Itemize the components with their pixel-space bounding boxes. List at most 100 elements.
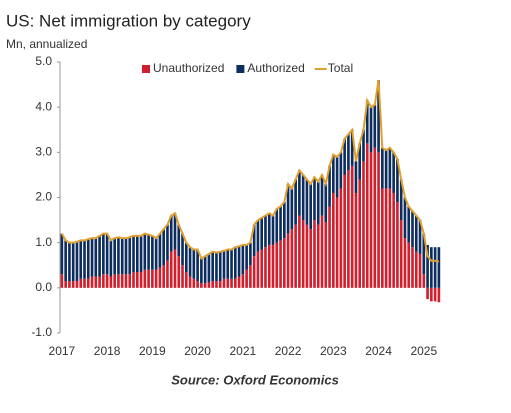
bar-segment <box>350 165 354 288</box>
bar-segment <box>275 242 279 288</box>
bar-segment <box>373 147 377 288</box>
bar-segment <box>113 238 116 275</box>
bar-segment <box>301 174 305 221</box>
bar-segment <box>230 249 233 279</box>
bar-segment <box>135 235 139 273</box>
bar-segment <box>68 281 71 288</box>
bar-segment <box>433 287 437 302</box>
bar-segment <box>377 152 380 288</box>
y-tick-label: 1.0 <box>35 235 52 249</box>
bar-segment <box>343 138 346 175</box>
bar-segment <box>241 244 245 275</box>
bar-segment <box>369 107 373 153</box>
bar-segment <box>377 80 380 153</box>
legend-swatch <box>236 65 245 73</box>
bar-segment <box>222 278 226 288</box>
bar-segment <box>75 241 79 282</box>
bar-segment <box>403 197 407 239</box>
bar-segment <box>143 269 147 288</box>
x-tick-label: 2018 <box>94 344 121 358</box>
bar-segment <box>298 215 301 288</box>
bar-segment <box>282 238 286 288</box>
bar-segment <box>184 272 188 288</box>
bar-segment <box>135 272 139 288</box>
bar-segment <box>124 238 128 275</box>
bar-segment <box>407 242 411 288</box>
bar-segment <box>249 265 252 288</box>
bar-segment <box>79 240 83 279</box>
bar-segment <box>207 253 211 283</box>
bar-segment <box>294 224 297 288</box>
bar-segment <box>200 258 203 284</box>
bar-segment <box>200 283 203 288</box>
bar-segment <box>290 229 294 288</box>
bar-segment <box>169 215 173 252</box>
bar-segment <box>60 274 64 288</box>
bar-segment <box>320 174 324 216</box>
bar-segment <box>256 220 260 252</box>
bar-segment <box>120 274 124 288</box>
bar-segment <box>316 224 320 288</box>
bar-segment <box>64 240 67 282</box>
bar-segment <box>365 143 369 288</box>
bar-segment <box>196 281 199 288</box>
y-tick-label: 5.0 <box>35 54 52 68</box>
bar-segment <box>151 269 154 288</box>
bar-segment <box>86 239 90 279</box>
bar-segment <box>305 224 309 288</box>
bar-segment <box>151 235 154 270</box>
bar-segment <box>430 287 433 302</box>
bar-segment <box>166 260 169 288</box>
bar-segment <box>279 206 282 241</box>
bar-segment <box>211 281 215 288</box>
bar-segment <box>132 272 135 288</box>
bar-segment <box>222 250 226 279</box>
bar-segment <box>177 256 181 288</box>
bar-segment <box>252 224 256 257</box>
bar-segment <box>343 174 346 288</box>
bar-segment <box>124 274 128 288</box>
bar-segment <box>339 152 343 189</box>
bar-segment <box>60 233 64 275</box>
bar-segment <box>181 265 184 288</box>
bar-segment <box>68 242 71 282</box>
bar-segment <box>332 192 335 288</box>
source-note: Source: Oxford Economics <box>171 372 339 387</box>
bar-segment <box>388 147 392 189</box>
bar-segment <box>354 161 358 193</box>
bar-segment <box>403 238 407 288</box>
bar-segment <box>215 252 218 282</box>
y-tick-label: 3.0 <box>35 145 52 159</box>
bar-segment <box>392 192 395 288</box>
bar-segment <box>83 278 86 288</box>
bar-segment <box>166 224 169 261</box>
bar-segment <box>245 244 248 270</box>
bar-segment <box>286 233 290 288</box>
bar-segment <box>313 220 316 288</box>
bar-segment <box>335 197 339 288</box>
bar-segment <box>324 222 328 288</box>
bar-segment <box>147 234 150 270</box>
bar-segment <box>203 283 207 288</box>
bar-segment <box>188 276 192 288</box>
bar-segment <box>411 247 414 288</box>
bar-segment <box>396 202 399 288</box>
bar-segment <box>362 129 365 162</box>
bar-segment <box>260 249 264 288</box>
legend-label: Authorized <box>247 61 304 75</box>
legend-label: Total <box>328 61 353 75</box>
bar-segment <box>188 247 192 277</box>
bar-segment <box>294 179 297 225</box>
bar-segment <box>279 240 282 288</box>
bar-segment <box>422 233 426 275</box>
bar-segment <box>177 224 181 257</box>
bar-segment <box>396 159 399 203</box>
bar-segment <box>271 215 275 245</box>
bar-segment <box>94 238 98 277</box>
bar-segment <box>369 152 373 288</box>
bar-segment <box>184 242 188 273</box>
bar-segment <box>305 179 309 225</box>
bar-segment <box>226 249 230 279</box>
bar-segment <box>230 278 233 288</box>
bar-segment <box>241 274 245 288</box>
